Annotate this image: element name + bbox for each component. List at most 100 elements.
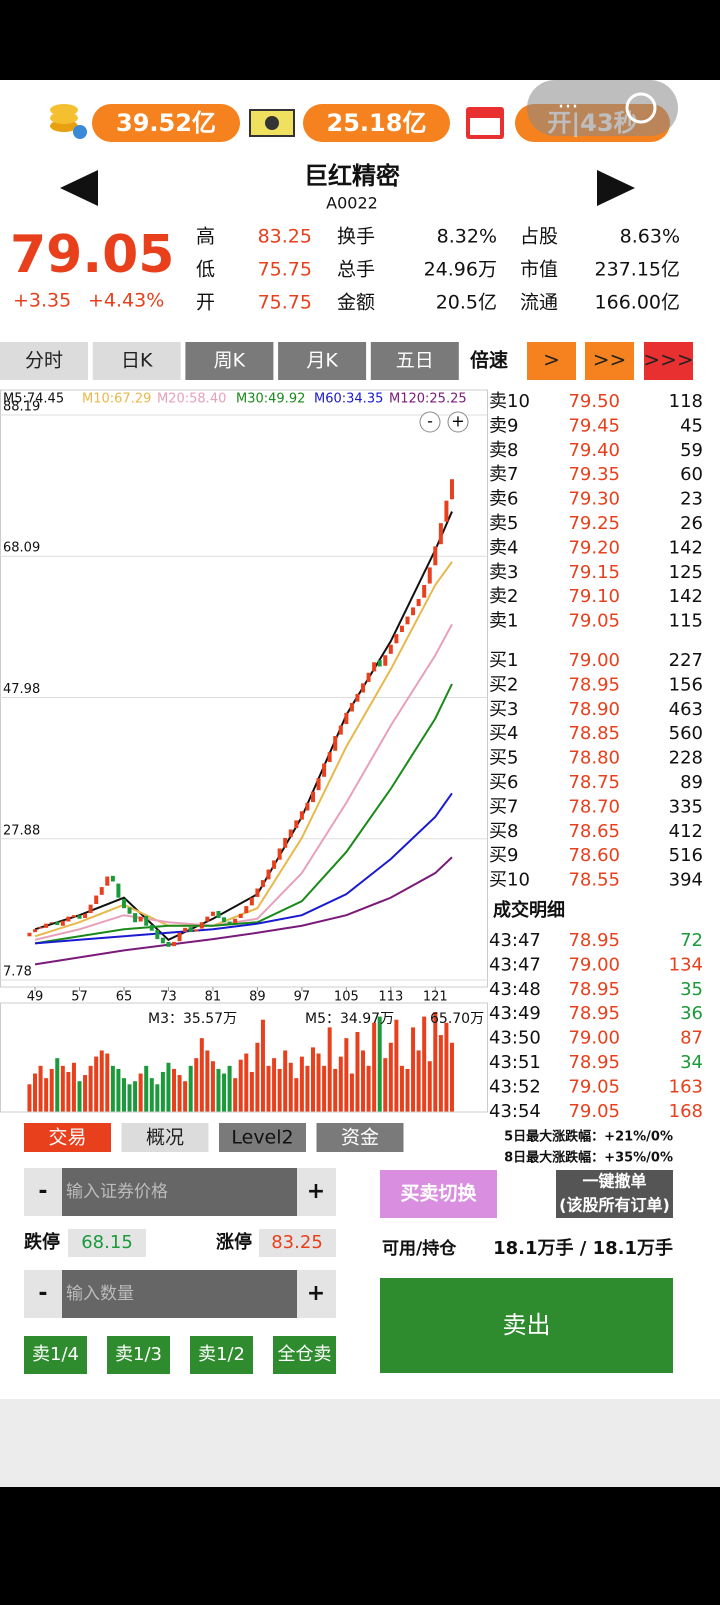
fraction-button[interactable] <box>107 1336 170 1374</box>
period-tab[interactable] <box>92 342 181 380</box>
volume-bar <box>361 1050 366 1112</box>
limit-note: 8日最大涨跌幅：+35%/0% <box>504 1150 673 1166</box>
volume-bar <box>149 1078 154 1112</box>
legend-entry: M10:67.29 <box>82 392 151 407</box>
legend-entry: M60:34.35 <box>314 392 383 407</box>
candle-body <box>405 616 410 625</box>
trade-price: 78.95 <box>568 1003 620 1024</box>
ask-volume: 142 <box>669 586 703 607</box>
ask-price: 79.45 <box>568 415 620 436</box>
candle-body <box>255 888 260 897</box>
candle-body <box>110 875 115 882</box>
volume-bar <box>188 1065 193 1112</box>
trade-volume: 35 <box>680 979 703 1000</box>
volume-legend: 65.70万 <box>430 1011 484 1027</box>
volume-legend: M5：34.97万 <box>305 1011 394 1027</box>
ask-price: 79.25 <box>568 513 620 534</box>
bid-label: 买3 <box>489 699 518 720</box>
candle-body <box>272 860 277 869</box>
candle-body <box>238 913 243 919</box>
zoom-glyph: + <box>451 412 464 431</box>
pill[interactable] <box>92 104 240 142</box>
x-tick-label: 89 <box>249 990 266 1005</box>
plus-glyph: + <box>307 1179 325 1204</box>
stat-value: 24.96万 <box>424 259 497 281</box>
candle-body <box>383 655 388 666</box>
stat-value: 75.75 <box>258 259 312 281</box>
input-minus[interactable] <box>24 1168 62 1216</box>
period-tab-label: 周K <box>214 350 246 372</box>
candle-body <box>216 910 221 919</box>
speed-button[interactable] <box>527 342 576 380</box>
trade-volume: 36 <box>680 1003 703 1024</box>
trade-price: 79.05 <box>568 1101 620 1122</box>
volume-bar <box>338 1056 343 1112</box>
volume-bar <box>183 1081 188 1112</box>
ask-label: 卖8 <box>489 440 518 461</box>
candle-body <box>266 869 271 880</box>
candle-body <box>27 932 32 937</box>
volume-bar <box>260 1019 265 1112</box>
candle-body <box>338 725 343 735</box>
input-plus[interactable] <box>297 1270 336 1318</box>
bid-label: 买10 <box>489 870 530 891</box>
switch-button[interactable] <box>380 1170 497 1218</box>
ask-price: 79.05 <box>568 611 620 632</box>
trade-tab[interactable] <box>219 1123 306 1152</box>
speed-button[interactable] <box>644 342 693 380</box>
input-field[interactable] <box>62 1168 297 1216</box>
capsule-close[interactable] <box>625 92 657 124</box>
input-plus[interactable] <box>297 1168 336 1216</box>
trade-tab[interactable] <box>24 1123 111 1152</box>
limit-up: 83.25 <box>271 1232 323 1253</box>
candle-body <box>133 913 138 923</box>
trade-tab-label: Level2 <box>231 1127 293 1149</box>
x-tick-label: 81 <box>205 990 222 1005</box>
candle-body <box>60 920 65 926</box>
candle-body <box>194 929 199 932</box>
speed-button[interactable] <box>585 342 634 380</box>
zoom-button[interactable] <box>447 411 469 433</box>
fraction-button[interactable] <box>24 1336 87 1374</box>
limit-up-box <box>259 1229 336 1257</box>
ask-volume: 45 <box>680 415 703 436</box>
input-minus[interactable] <box>24 1270 62 1318</box>
fraction-button[interactable] <box>190 1336 253 1374</box>
candle-body <box>361 683 366 693</box>
speed-glyph: > <box>543 348 560 372</box>
volume-bar <box>227 1065 232 1112</box>
icons <box>50 104 635 206</box>
candle-body <box>127 907 132 914</box>
trade-tab[interactable] <box>121 1123 209 1152</box>
minus-glyph: - <box>38 1281 47 1306</box>
input-field[interactable] <box>62 1270 297 1318</box>
volume-bar <box>355 1032 360 1112</box>
period-tab[interactable] <box>278 342 367 380</box>
volume-bar <box>294 1078 299 1112</box>
volume-bar <box>216 1068 221 1112</box>
period-tab[interactable] <box>185 342 274 380</box>
period-tab[interactable] <box>370 342 459 380</box>
bid-label: 买2 <box>489 674 518 695</box>
pill[interactable] <box>303 104 450 142</box>
sell-button[interactable] <box>380 1278 673 1373</box>
bid-volume: 335 <box>669 796 703 817</box>
cancel-button[interactable] <box>556 1170 673 1218</box>
ask-volume: 142 <box>669 537 703 558</box>
period-tab-label: 日K <box>121 350 153 372</box>
cancel-label: 一键撤单 <box>582 1172 646 1191</box>
ask-label: 卖5 <box>489 513 518 534</box>
x-tick-label: 65 <box>116 990 133 1005</box>
ask-label: 卖7 <box>489 464 518 485</box>
zoom-button[interactable] <box>419 411 441 433</box>
volume-bar <box>344 1038 349 1112</box>
fraction-button[interactable] <box>273 1336 336 1374</box>
candle-body <box>294 820 299 829</box>
candle-body <box>260 880 265 888</box>
trade-tab[interactable] <box>316 1123 404 1152</box>
volume-bar <box>405 1068 410 1112</box>
period-tab[interactable] <box>0 342 88 380</box>
candle-body <box>172 941 177 947</box>
x-tick-label: 113 <box>378 990 403 1005</box>
trade-volume: 72 <box>680 930 703 951</box>
